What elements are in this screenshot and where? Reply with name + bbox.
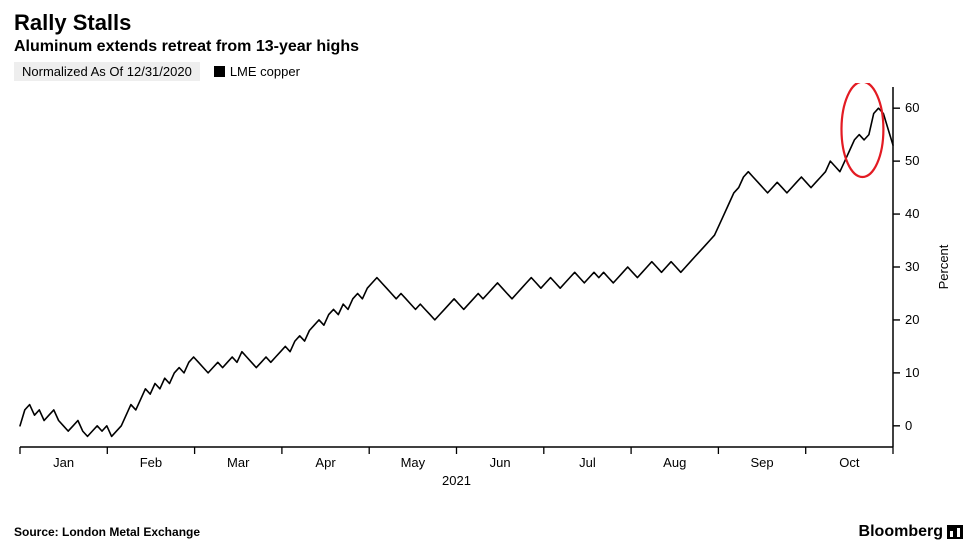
legend-swatch — [214, 66, 225, 77]
svg-text:10: 10 — [905, 365, 919, 380]
legend-series: LME copper — [214, 64, 300, 79]
svg-text:Oct: Oct — [839, 455, 860, 470]
svg-text:Percent: Percent — [936, 244, 951, 289]
svg-text:0: 0 — [905, 418, 912, 433]
legend: Normalized As Of 12/31/2020 LME copper — [14, 62, 963, 81]
svg-text:30: 30 — [905, 259, 919, 274]
svg-text:Sep: Sep — [750, 455, 773, 470]
svg-text:Aug: Aug — [663, 455, 686, 470]
svg-text:2021: 2021 — [442, 473, 471, 488]
svg-text:Jan: Jan — [53, 455, 74, 470]
line-chart: 0 10 20 30 40 50 60 Percent Jan Feb Mar Apr May Jun Ju… — [14, 83, 963, 493]
brand-text: Bloomberg — [859, 523, 943, 541]
svg-text:Apr: Apr — [315, 455, 336, 470]
svg-text:20: 20 — [905, 312, 919, 327]
svg-text:Mar: Mar — [227, 455, 250, 470]
svg-text:May: May — [401, 455, 426, 470]
svg-text:Jun: Jun — [490, 455, 511, 470]
svg-text:Jul: Jul — [579, 455, 596, 470]
legend-series-label: LME copper — [230, 64, 300, 79]
source-text: Source: London Metal Exchange — [14, 525, 200, 539]
chart-title: Rally Stalls — [14, 10, 963, 36]
svg-text:60: 60 — [905, 100, 919, 115]
chart-subtitle: Aluminum extends retreat from 13-year hi… — [14, 38, 963, 56]
brand-label: Bloomberg — [859, 523, 963, 541]
svg-text:Feb: Feb — [140, 455, 162, 470]
normalized-label: Normalized As Of 12/31/2020 — [14, 62, 200, 81]
svg-text:40: 40 — [905, 206, 919, 221]
brand-icon — [947, 525, 963, 539]
chart-area: 0 10 20 30 40 50 60 Percent Jan Feb Mar Apr May Jun Ju… — [14, 83, 963, 519]
svg-text:50: 50 — [905, 153, 919, 168]
